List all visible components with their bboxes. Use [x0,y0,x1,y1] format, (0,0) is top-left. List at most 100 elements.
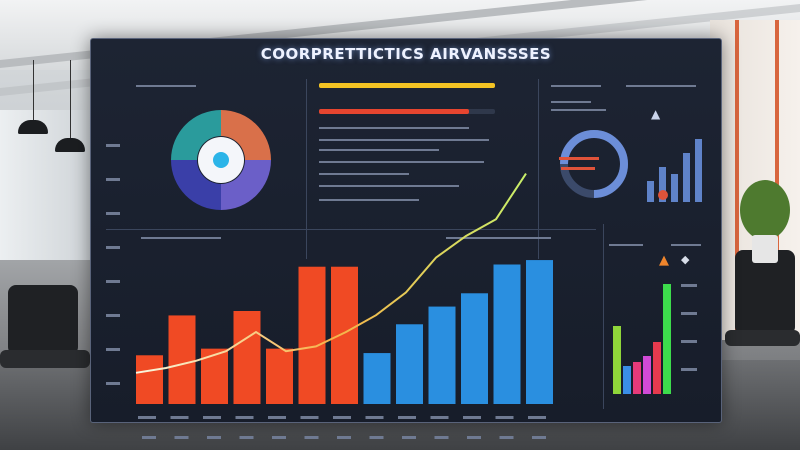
mini-bar [683,153,690,202]
x-tick-label [138,416,156,419]
x-tick-label [235,416,254,419]
plant [740,180,790,240]
text-placeholder [626,85,696,87]
main-bar [461,293,488,404]
section-divider [538,79,539,259]
main-bar [363,353,391,404]
main-bar [331,266,358,404]
y-tick-label [106,212,120,215]
mini-bar [695,139,702,202]
trend-line [135,173,527,374]
mini-bar [659,167,666,202]
mini-bar [647,181,654,202]
office-chair-seat [0,350,90,368]
y-tick-label [106,246,120,249]
text-placeholder [319,199,419,201]
right-bar [663,284,671,394]
x-tick-label [170,416,189,419]
flame-icon: ▲ [659,253,669,268]
x-tick-label [365,416,384,419]
right-bar [653,342,661,394]
dashboard-title: COORPRETTICTICS AIRVANSSSES [260,45,552,63]
text-placeholder [319,139,489,141]
section-divider [603,224,604,409]
x-tick-label [467,436,481,439]
main-bar [233,311,261,404]
shield-icon: ◆ [681,253,690,266]
gauge-line [561,167,595,170]
window-frame [775,20,779,340]
office-chair [735,250,795,335]
text-placeholder [319,127,469,129]
x-tick-label [398,416,416,419]
main-bar [168,315,196,404]
x-tick-label [300,416,319,419]
text-placeholder [551,85,601,87]
text-placeholder [609,244,643,246]
ring-gauge-arc [560,130,628,198]
main-bar [493,264,521,404]
office-chair [8,285,78,355]
main-bar [396,324,423,404]
x-tick-label [495,416,514,419]
x-tick-label [207,436,221,439]
y-tick-label [681,312,697,315]
pendant-lamp [55,138,85,152]
pendant-lamp [18,120,48,134]
mini-bar-marker [658,190,668,200]
section-divider [106,229,596,230]
y-tick-label [106,144,120,147]
x-tick-label [532,436,546,439]
donut-slice [221,160,271,210]
donut-slice [171,160,221,210]
right-bar [633,362,641,394]
main-bar [136,355,163,404]
progress-bar [319,109,469,114]
y-tick-label [681,284,697,287]
x-tick-label [268,416,286,419]
text-placeholder [671,244,701,246]
y-tick-label [106,348,120,351]
window-frame [735,20,739,340]
text-placeholder [551,109,606,111]
office-chair-seat [725,330,800,346]
alert-icon: ▲ [651,107,661,121]
x-tick-label [203,416,221,419]
mini-bar [671,174,678,202]
x-tick-label [174,436,189,439]
drop-icon [213,152,229,168]
main-bar [266,348,293,404]
x-tick-label [272,436,286,439]
x-tick-label [463,416,481,419]
right-bar [623,366,631,394]
y-tick-label [106,178,120,181]
mini-bar-chart [647,139,702,202]
x-tick-label [142,436,156,439]
progress-bar [319,83,495,88]
x-tick-label [430,416,449,419]
lamp-cord [33,60,34,122]
main-bar [298,266,326,404]
x-tick-label [239,436,254,439]
x-tick-label [369,436,384,439]
gauge-line [559,157,599,160]
right-bar-chart [613,284,697,394]
office-window [0,110,90,260]
donut-chart [171,110,271,210]
dashboard-panel: COORPRETTICTICS AIRVANSSSES ▲ ▲ ◆ [90,38,722,439]
y-tick-label [681,368,697,371]
text-placeholder [551,101,591,103]
text-placeholder [446,237,551,239]
main-bar [526,260,553,404]
right-bar [613,326,621,394]
x-tick-label [499,436,514,439]
x-tick-label [333,416,351,419]
donut-slice [221,110,271,160]
text-placeholder [319,185,459,187]
y-tick-label [106,280,120,283]
text-placeholder [319,149,439,151]
x-tick-label [337,436,351,439]
x-tick-label [528,416,546,419]
text-placeholder [141,237,221,239]
text-placeholder [136,85,196,87]
